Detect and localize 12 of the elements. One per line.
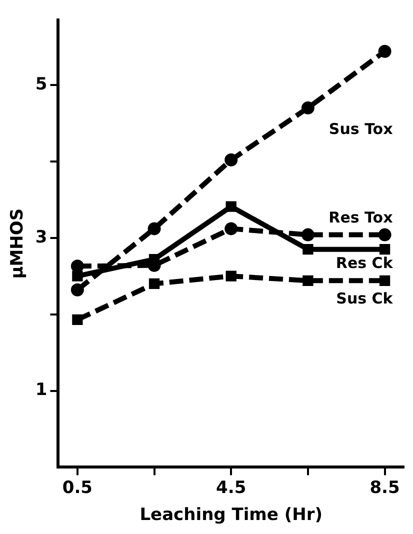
- y-tick-label: 5: [35, 74, 48, 94]
- x-axis-title: Leaching Time (Hr): [140, 505, 323, 526]
- series-label: Res Ck: [336, 254, 394, 272]
- y-tick-label: 3: [35, 227, 48, 248]
- y-axis-title: μMHOS: [8, 208, 28, 279]
- series-label: Res Tox: [328, 208, 394, 227]
- series-label: Sus Tox: [328, 120, 394, 138]
- x-tick-label: 8.5: [370, 478, 400, 498]
- x-tick-label: 0.5: [62, 478, 92, 498]
- series-label: Sus Ck: [336, 290, 394, 308]
- y-tick-label: 1: [35, 380, 48, 400]
- x-tick-label: 4.5: [216, 478, 246, 498]
